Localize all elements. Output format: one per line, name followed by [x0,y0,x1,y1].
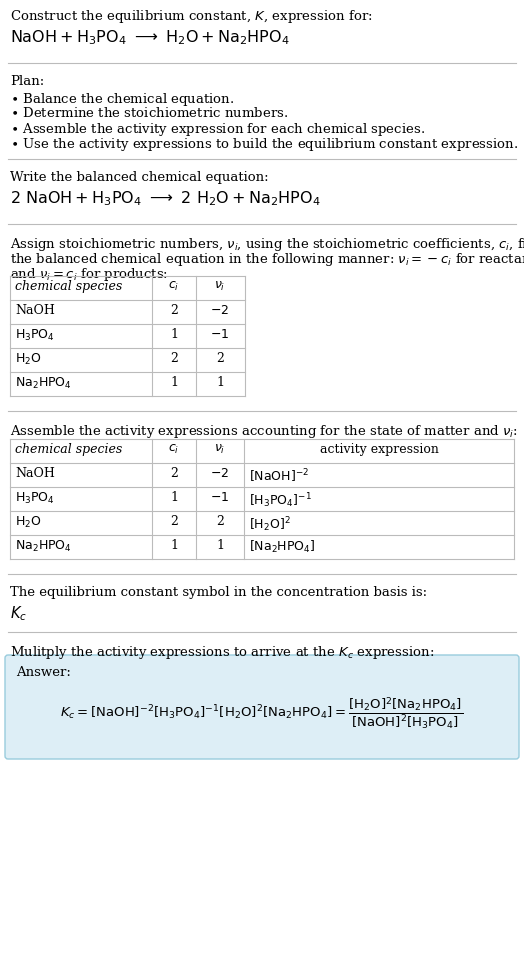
Text: 2: 2 [170,467,178,480]
Text: $-2$: $-2$ [211,467,230,480]
Text: 1: 1 [216,376,224,389]
Text: $K_c$: $K_c$ [10,604,27,622]
Text: $c_i$: $c_i$ [168,280,180,293]
Text: $\mathrm{H_3PO_4}$: $\mathrm{H_3PO_4}$ [15,491,55,506]
Text: 2: 2 [170,352,178,365]
Text: $-1$: $-1$ [211,328,230,341]
Text: $\bullet$ Balance the chemical equation.: $\bullet$ Balance the chemical equation. [10,91,234,108]
Text: $K_c = [\mathrm{NaOH}]^{-2}[\mathrm{H_3PO_4}]^{-1}[\mathrm{H_2O}]^{2}[\mathrm{Na: $K_c = [\mathrm{NaOH}]^{-2}[\mathrm{H_3P… [60,696,464,732]
Text: activity expression: activity expression [320,443,439,456]
Text: Plan:: Plan: [10,75,44,88]
Text: 2: 2 [216,352,224,365]
Text: Write the balanced chemical equation:: Write the balanced chemical equation: [10,171,269,184]
Text: 1: 1 [170,491,178,504]
Text: Construct the equilibrium constant, $K$, expression for:: Construct the equilibrium constant, $K$,… [10,8,373,25]
Text: 1: 1 [170,328,178,341]
Text: NaOH: NaOH [15,304,55,317]
Text: $-1$: $-1$ [211,491,230,504]
Text: $\bullet$ Assemble the activity expression for each chemical species.: $\bullet$ Assemble the activity expressi… [10,121,425,138]
Text: the balanced chemical equation in the following manner: $\nu_i = -c_i$ for react: the balanced chemical equation in the fo… [10,251,524,268]
Text: 2: 2 [216,515,224,528]
Text: The equilibrium constant symbol in the concentration basis is:: The equilibrium constant symbol in the c… [10,586,427,599]
Text: Mulitply the activity expressions to arrive at the $K_c$ expression:: Mulitply the activity expressions to arr… [10,644,434,661]
Text: $[\mathrm{H_2O}]^{2}$: $[\mathrm{H_2O}]^{2}$ [249,515,291,534]
Text: 1: 1 [170,539,178,552]
Text: $[\mathrm{NaOH}]^{-2}$: $[\mathrm{NaOH}]^{-2}$ [249,467,309,484]
Text: $\nu_i$: $\nu_i$ [214,280,226,293]
Text: $\mathrm{H_3PO_4}$: $\mathrm{H_3PO_4}$ [15,328,55,343]
Text: $[\mathrm{H_3PO_4}]^{-1}$: $[\mathrm{H_3PO_4}]^{-1}$ [249,491,312,509]
Text: $\mathrm{2 \ NaOH + H_3PO_4 \ \longrightarrow \ 2 \ H_2O + Na_2HPO_4}$: $\mathrm{2 \ NaOH + H_3PO_4 \ \longright… [10,189,321,208]
Text: $\bullet$ Use the activity expressions to build the equilibrium constant express: $\bullet$ Use the activity expressions t… [10,136,518,153]
Text: 2: 2 [170,515,178,528]
Text: $\mathrm{NaOH + H_3PO_4 \ \longrightarrow \ H_2O + Na_2HPO_4}$: $\mathrm{NaOH + H_3PO_4 \ \longrightarro… [10,28,290,47]
Text: chemical species: chemical species [15,280,122,293]
Text: NaOH: NaOH [15,467,55,480]
Text: Assign stoichiometric numbers, $\nu_i$, using the stoichiometric coefficients, $: Assign stoichiometric numbers, $\nu_i$, … [10,236,524,253]
Text: $\mathrm{Na_2HPO_4}$: $\mathrm{Na_2HPO_4}$ [15,539,72,554]
Text: 1: 1 [170,376,178,389]
Text: $\mathrm{H_2O}$: $\mathrm{H_2O}$ [15,352,41,367]
Text: Assemble the activity expressions accounting for the state of matter and $\nu_i$: Assemble the activity expressions accoun… [10,423,518,440]
Text: $[\mathrm{Na_2HPO_4}]$: $[\mathrm{Na_2HPO_4}]$ [249,539,315,555]
Text: $\mathrm{Na_2HPO_4}$: $\mathrm{Na_2HPO_4}$ [15,376,72,391]
Text: 1: 1 [216,539,224,552]
Text: 2: 2 [170,304,178,317]
Text: $\nu_i$: $\nu_i$ [214,443,226,456]
FancyBboxPatch shape [5,655,519,759]
Text: $-2$: $-2$ [211,304,230,317]
Text: $\mathrm{H_2O}$: $\mathrm{H_2O}$ [15,515,41,530]
Text: $c_i$: $c_i$ [168,443,180,456]
Text: and $\nu_i = c_i$ for products:: and $\nu_i = c_i$ for products: [10,266,168,283]
Text: $\bullet$ Determine the stoichiometric numbers.: $\bullet$ Determine the stoichiometric n… [10,106,288,120]
Text: Answer:: Answer: [16,666,71,679]
Text: chemical species: chemical species [15,443,122,456]
